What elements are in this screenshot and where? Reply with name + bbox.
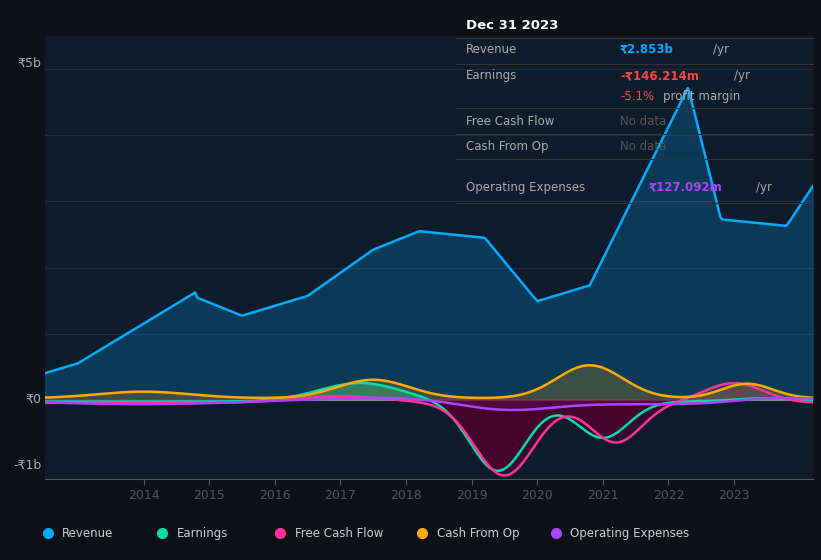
Text: -5.1%: -5.1% bbox=[620, 90, 654, 102]
Text: Cash From Op: Cash From Op bbox=[466, 140, 549, 153]
Text: Operating Expenses: Operating Expenses bbox=[466, 181, 585, 194]
Text: Free Cash Flow: Free Cash Flow bbox=[466, 115, 555, 128]
Text: No data: No data bbox=[620, 115, 667, 128]
Text: -₹1b: -₹1b bbox=[13, 459, 41, 472]
Text: /yr: /yr bbox=[755, 181, 772, 194]
Text: ₹0: ₹0 bbox=[25, 393, 41, 406]
Text: Cash From Op: Cash From Op bbox=[437, 527, 519, 540]
Text: /yr: /yr bbox=[713, 43, 729, 55]
Text: Dec 31 2023: Dec 31 2023 bbox=[466, 19, 559, 32]
Text: profit margin: profit margin bbox=[663, 90, 740, 102]
Text: ₹2.853b: ₹2.853b bbox=[620, 43, 674, 55]
Text: No data: No data bbox=[620, 140, 667, 153]
Text: -₹146.214m: -₹146.214m bbox=[620, 69, 699, 82]
Text: Revenue: Revenue bbox=[62, 527, 113, 540]
Text: Operating Expenses: Operating Expenses bbox=[571, 527, 690, 540]
Text: ₹127.092m: ₹127.092m bbox=[649, 181, 722, 194]
Text: ₹5b: ₹5b bbox=[17, 57, 41, 69]
Text: Revenue: Revenue bbox=[466, 43, 518, 55]
Text: /yr: /yr bbox=[734, 69, 750, 82]
Text: Free Cash Flow: Free Cash Flow bbox=[295, 527, 383, 540]
Text: Earnings: Earnings bbox=[466, 69, 518, 82]
Text: Earnings: Earnings bbox=[177, 527, 227, 540]
